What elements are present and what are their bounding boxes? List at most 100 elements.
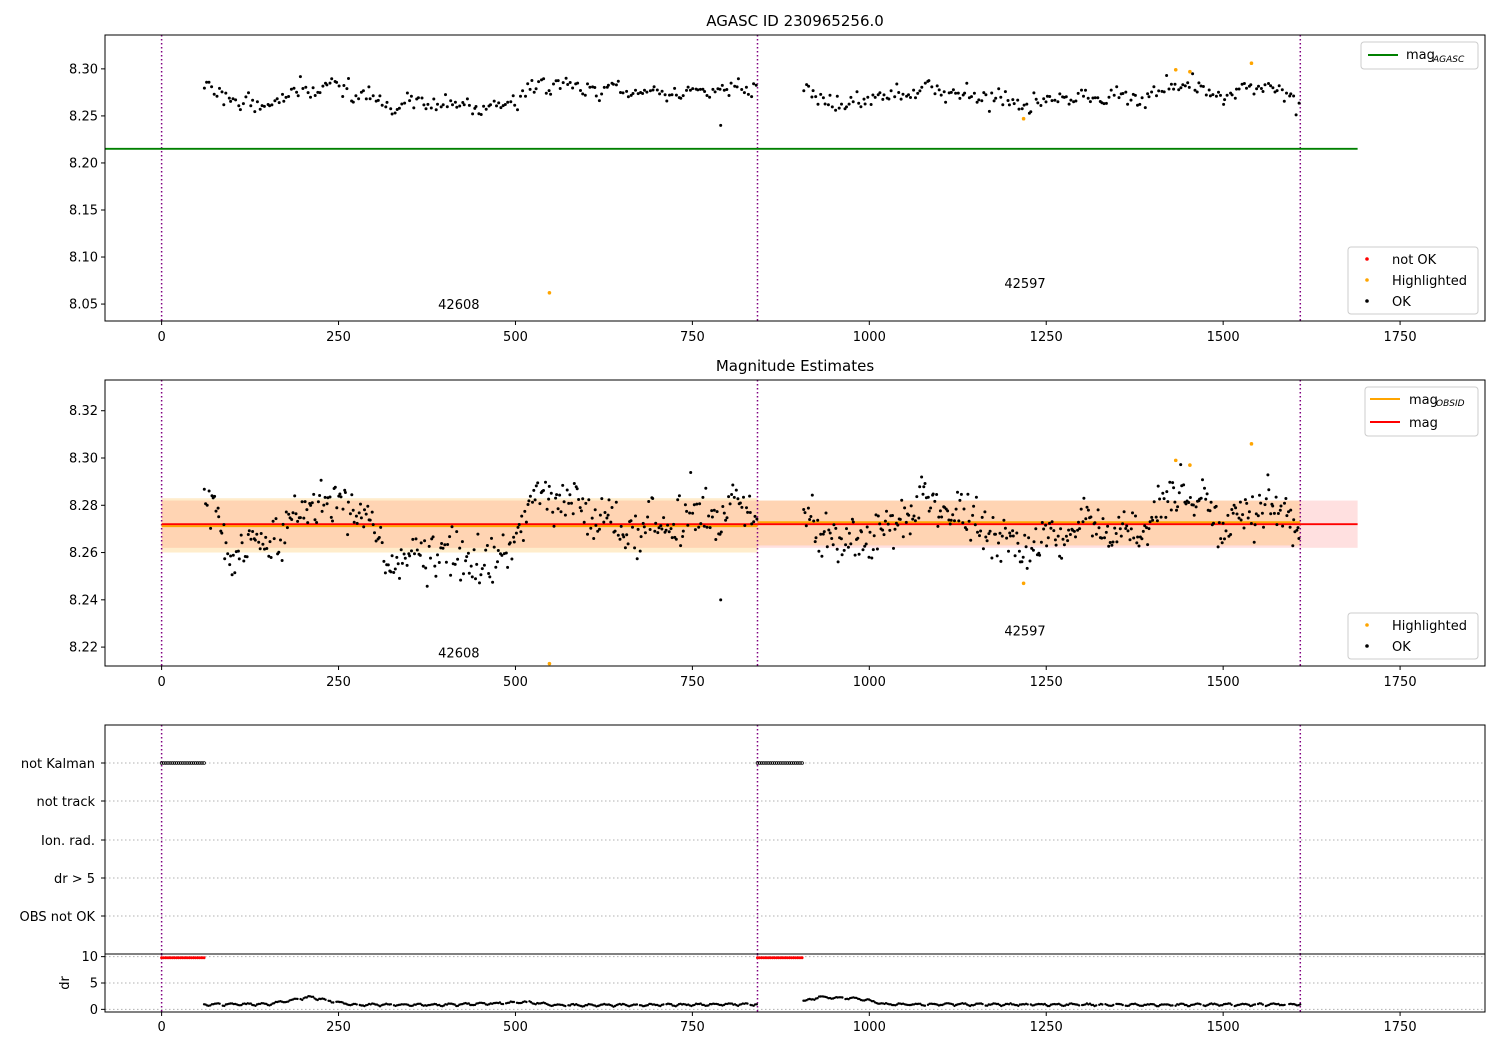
data-point-ok — [1088, 100, 1092, 104]
data-point-ok — [643, 531, 647, 535]
data-point-ok — [584, 501, 588, 505]
data-point-ok — [571, 86, 575, 90]
dr-point — [699, 1002, 702, 1005]
data-point-ok — [958, 96, 962, 100]
data-point-ok — [567, 501, 571, 505]
data-point-ok — [590, 516, 594, 520]
data-point-ok — [1077, 520, 1080, 524]
data-point-ok — [337, 84, 341, 88]
data-point-ok — [1225, 93, 1229, 97]
data-point-ok — [1230, 508, 1234, 511]
data-point-ok — [255, 100, 259, 104]
data-point-ok — [519, 94, 522, 98]
data-point-ok — [625, 533, 629, 537]
flag-point — [757, 761, 762, 765]
data-point-ok — [875, 547, 879, 551]
data-point-ok — [1261, 90, 1265, 93]
data-point-ok — [247, 529, 251, 533]
data-point-ok — [593, 86, 597, 89]
data-point-ok — [534, 484, 538, 488]
data-point-ok — [575, 487, 579, 491]
data-point-ok — [971, 513, 975, 517]
data-point-ok — [565, 488, 569, 492]
data-point-ok — [440, 542, 444, 545]
x-tick-label: 1750 — [1384, 330, 1417, 345]
data-point-ok — [1067, 102, 1071, 106]
data-point-ok — [656, 531, 660, 535]
data-point-ok — [607, 498, 611, 502]
data-point-ok — [1053, 98, 1057, 102]
dr-point — [981, 1002, 984, 1006]
data-point-ok — [1150, 515, 1154, 519]
panel-magnitude-estimates: Magnitude Estimates 42608 42597 0 250 500 750… — [69, 357, 1486, 690]
data-point-ok — [712, 508, 716, 512]
data-point-ok — [1297, 101, 1301, 105]
data-point-ok — [1112, 93, 1116, 97]
data-point-ok — [437, 561, 441, 564]
data-point-ok — [904, 520, 908, 524]
data-point-ok — [1175, 508, 1178, 512]
data-point-ok — [233, 571, 237, 575]
data-point-ok — [295, 90, 299, 94]
data-point-ok — [1002, 518, 1006, 522]
data-point-ok — [1062, 543, 1066, 547]
data-point-ok — [947, 518, 951, 522]
data-point-ok — [1192, 513, 1196, 517]
data-point-ok — [1052, 529, 1056, 533]
data-point-ok — [259, 532, 263, 535]
dr-point — [1121, 1003, 1124, 1007]
dr-point — [1101, 1003, 1104, 1006]
data-point-ok — [414, 537, 418, 541]
data-point-ok — [869, 103, 873, 106]
data-point-ok — [523, 509, 527, 513]
data-point-ok — [207, 489, 211, 493]
data-point-ok — [385, 100, 389, 104]
data-point-ok — [378, 94, 382, 98]
data-point-ok — [503, 103, 507, 106]
data-point-ok — [1195, 90, 1199, 94]
data-point-ok — [621, 91, 625, 95]
data-point-ok — [701, 87, 705, 91]
data-point-ok — [719, 530, 723, 534]
data-point-ok — [935, 493, 939, 496]
data-point-ok — [1249, 83, 1253, 87]
dr-point — [311, 995, 315, 998]
data-point-highlighted — [1021, 116, 1026, 121]
dr-point-clipped — [792, 956, 796, 960]
data-point-ok — [202, 86, 206, 90]
data-point-ok — [1054, 543, 1058, 547]
data-point-ok — [240, 541, 244, 545]
data-point-ok — [528, 87, 532, 91]
data-point-ok — [350, 493, 354, 497]
dr-point — [442, 1004, 445, 1007]
data-point-ok — [403, 101, 407, 105]
data-point-ok — [940, 515, 944, 519]
data-point-ok — [1020, 107, 1024, 111]
dr-point-clipped — [162, 956, 166, 960]
data-point-ok — [634, 88, 637, 92]
data-point-ok — [536, 481, 540, 485]
flag-label-not-kalman: not Kalman — [21, 757, 95, 772]
data-point-ok — [825, 545, 829, 549]
data-point-ok — [746, 510, 750, 514]
data-point-ok — [449, 573, 453, 577]
data-point-ok — [361, 89, 365, 93]
data-point-ok — [487, 572, 491, 575]
data-point-ok — [409, 94, 413, 98]
data-point-ok — [352, 520, 356, 524]
data-point-ok — [1208, 94, 1212, 98]
dr-point — [635, 1003, 639, 1006]
data-point-ok — [1001, 103, 1005, 107]
data-point-ok — [1122, 510, 1126, 514]
data-point-ok — [1005, 536, 1009, 540]
data-point-ok — [881, 528, 885, 532]
data-point-ok — [451, 103, 454, 107]
data-point-ok — [846, 545, 850, 549]
dr-point-clipped — [770, 956, 774, 960]
data-point-ok — [1056, 534, 1060, 538]
data-point-ok — [1060, 556, 1064, 560]
data-point-ok — [222, 103, 226, 107]
data-point-ok — [722, 88, 726, 92]
data-point-ok — [990, 556, 994, 560]
x-tick-label: 750 — [680, 1020, 705, 1035]
